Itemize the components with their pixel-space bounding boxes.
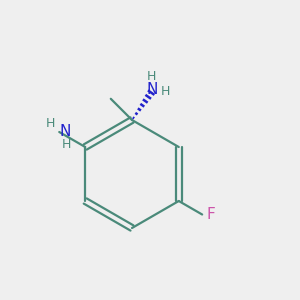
Text: H: H xyxy=(146,70,156,83)
Text: H: H xyxy=(161,85,170,98)
Text: N: N xyxy=(147,82,158,97)
Text: F: F xyxy=(207,207,215,222)
Text: H: H xyxy=(45,118,55,130)
Text: N: N xyxy=(59,124,70,140)
Text: H: H xyxy=(62,138,71,151)
